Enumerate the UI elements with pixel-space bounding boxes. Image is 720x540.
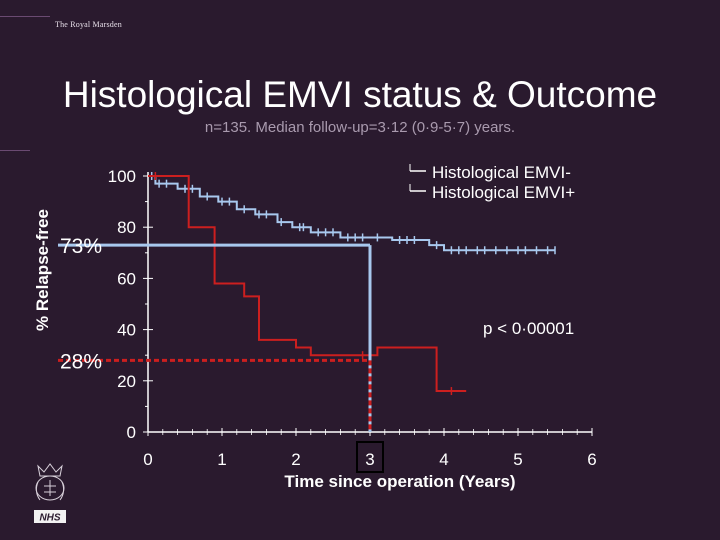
x-tick-label: 5: [513, 450, 522, 469]
royal-marsden-crest-icon: NHS: [34, 463, 66, 524]
x-tick-label: 1: [217, 450, 226, 469]
y-axis-label: % Relapse-free: [33, 209, 52, 331]
nhs-logo: [34, 510, 66, 523]
brand-name: The Royal Marsden: [55, 20, 122, 29]
brand-rule: [0, 16, 50, 17]
y-tick-label: 80: [117, 218, 136, 237]
nhs-label: NHS: [39, 513, 60, 524]
x-tick-label: 2: [291, 450, 300, 469]
y-tick-label: 100: [108, 167, 136, 186]
x-tick-label: 0: [143, 450, 152, 469]
annotation-pos-3y: 28%: [60, 350, 102, 373]
p-value-annotation: p < 0·00001: [483, 319, 574, 338]
km-curve-emvi-pos: [148, 175, 467, 393]
y-tick-label: 20: [117, 372, 136, 391]
y-tick-label: 60: [117, 269, 136, 288]
y-tick-label: 40: [117, 321, 136, 340]
legend-entry: Histological EMVI-: [432, 163, 571, 182]
x-axis-label: Time since operation (Years): [284, 472, 515, 491]
x-tick-label: 6: [587, 450, 596, 469]
legend-entry: Histological EMVI+: [432, 183, 575, 202]
annotation-neg-3y: 73%: [60, 235, 102, 258]
side-rule: [0, 150, 30, 151]
slide-subtitle: n=135. Median follow-up=3·12 (0·9-5·7) y…: [204, 119, 516, 136]
y-tick-label: 0: [127, 423, 136, 442]
x-tick-label: 3: [365, 450, 374, 469]
x-tick-label: 4: [439, 450, 448, 469]
highlight-box-x-tick: [356, 441, 384, 473]
slide-title: Histological EMVI status & Outcome: [62, 74, 658, 115]
